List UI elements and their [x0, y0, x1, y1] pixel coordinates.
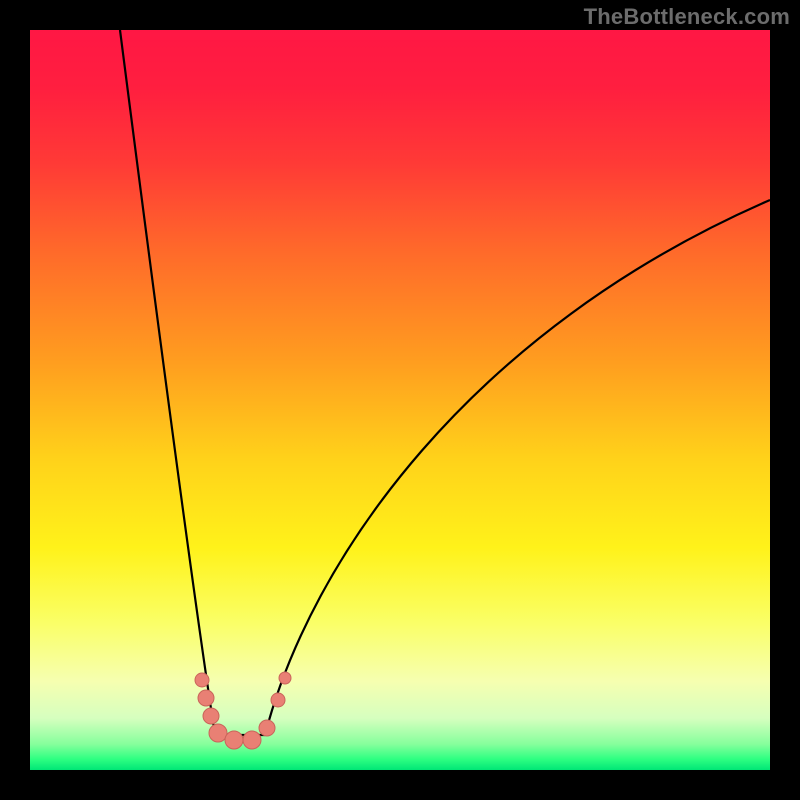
bead-point: [225, 731, 243, 749]
bead-point: [198, 690, 214, 706]
bottleneck-chart-svg: [0, 0, 800, 800]
plot-area: [30, 30, 770, 770]
bead-point: [195, 673, 209, 687]
chart-canvas: TheBottleneck.com: [0, 0, 800, 800]
bead-point: [203, 708, 219, 724]
bead-point: [271, 693, 285, 707]
bead-point: [259, 720, 275, 736]
watermark-text: TheBottleneck.com: [584, 4, 790, 30]
bead-point: [209, 724, 227, 742]
bead-point: [243, 731, 261, 749]
bead-point: [279, 672, 291, 684]
